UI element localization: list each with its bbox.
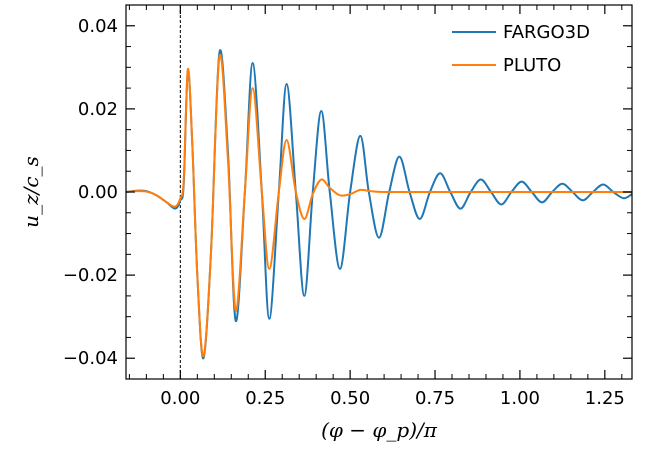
legend-label-fargo3d: FARGO3D xyxy=(503,22,590,43)
y-tick-label: 0.00 xyxy=(78,182,118,203)
legend: FARGO3D PLUTO xyxy=(452,22,590,76)
x-tick-label: 0.50 xyxy=(330,388,370,409)
y-tick-label: −0.02 xyxy=(63,265,118,286)
x-tick-label: 1.25 xyxy=(585,388,625,409)
x-axis-label: (φ − φ_p)/π xyxy=(321,418,438,442)
x-tick-label: 0.25 xyxy=(245,388,285,409)
legend-label-pluto: PLUTO xyxy=(503,55,561,76)
y-tick-label: −0.04 xyxy=(63,348,118,369)
axes: 0.00 0.25 0.50 0.75 1.00 1.25 −0.04 −0.02 0.00 0.… xyxy=(63,4,633,409)
y-axis-label: u_z/c_s xyxy=(19,156,43,228)
x-tick-label: 1.00 xyxy=(500,388,540,409)
x-tick-label: 0.00 xyxy=(160,388,200,409)
y-tick-label: 0.02 xyxy=(78,99,118,120)
series-line-pluto xyxy=(126,53,632,358)
x-tick-label: 0.75 xyxy=(415,388,455,409)
plot-area xyxy=(126,5,632,379)
y-tick-label: 0.04 xyxy=(78,16,118,37)
series-line-fargo3d xyxy=(126,49,632,360)
